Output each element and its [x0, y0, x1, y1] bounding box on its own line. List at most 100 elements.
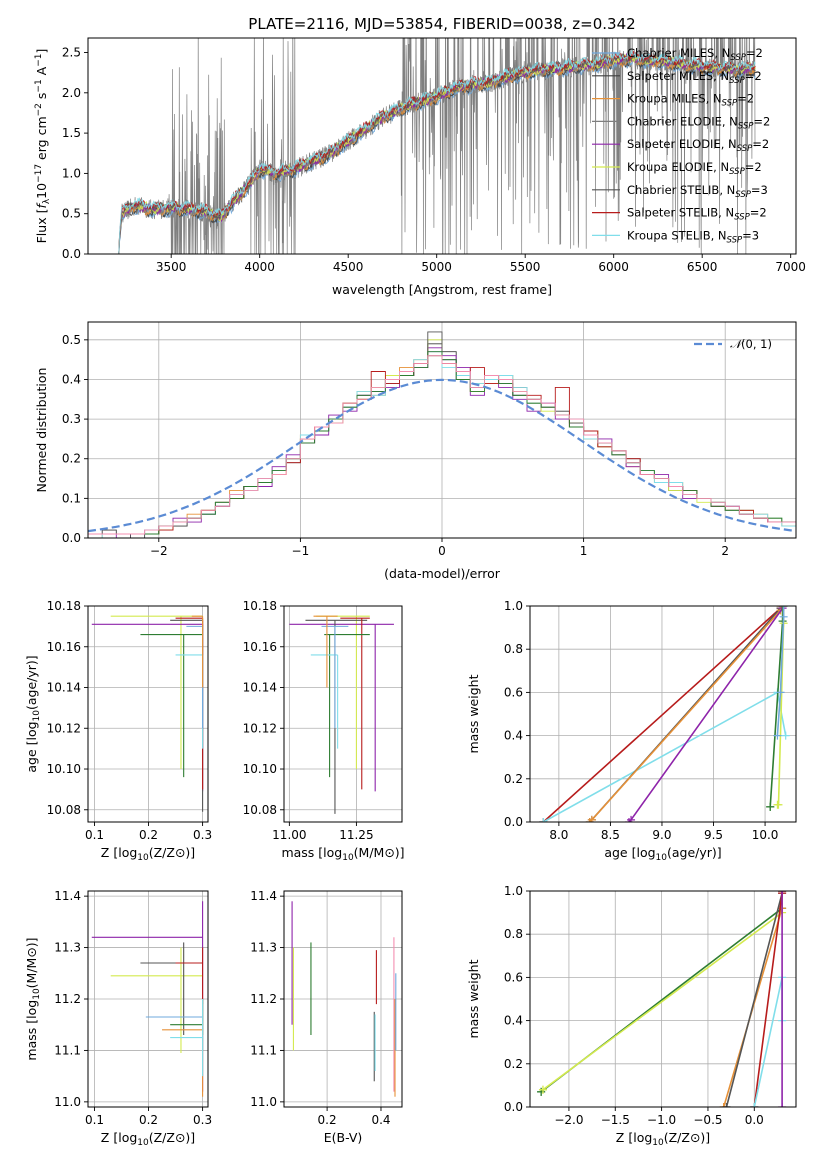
- cumulative-marker: [773, 731, 782, 740]
- x-tick-label: 6500: [687, 260, 718, 274]
- y-tick-label: 10.14: [47, 681, 81, 695]
- cumulative-marker: [750, 1103, 759, 1107]
- y-tick-label: 10.18: [47, 599, 81, 613]
- cumulative-marker: [778, 1103, 787, 1107]
- label-sub: 10: [342, 853, 354, 863]
- legend-sub: SSP: [737, 144, 753, 154]
- cumulative-line: [776, 606, 785, 736]
- x-axis-label: E(B-V): [324, 1130, 363, 1145]
- y-tick-label: 0.2: [62, 452, 81, 466]
- legend-nssp: =2: [745, 69, 762, 83]
- y-tick-label: 0.8: [504, 927, 523, 941]
- y-tick-label: 10.10: [243, 762, 277, 776]
- mass-vs-age-axes: 11.00 11.25 10.08 10.10 10.12 10.14 10.16 10.18…: [243, 599, 405, 863]
- y-tick-label: 1.0: [62, 166, 81, 180]
- legend-sub: SSP: [734, 213, 750, 223]
- legend-label: Chabrier MILES, NSSP=2: [627, 46, 763, 63]
- x-tick-label: −2: [150, 544, 168, 558]
- x-tick-label: 8.5: [601, 828, 620, 842]
- y-tick-label: 11.1: [54, 1043, 81, 1057]
- overlay: 8.0 8.5 9.0 9.5 10.0 0.0 0.2 0.4 0.6 0.8 1.0 age [l…: [466, 599, 797, 863]
- label-sub: 10: [652, 1138, 664, 1148]
- y-tick-label: 11.3: [250, 941, 277, 955]
- label-part: log: [24, 721, 39, 740]
- cumulative-marker: [774, 800, 783, 809]
- y-tick-label: 11.1: [250, 1043, 277, 1057]
- x-axis-label: Z [log10(Z/Z⊙)]: [616, 1130, 710, 1148]
- axes-frame: [283, 605, 403, 823]
- y-tick-label: 10.08: [243, 803, 277, 817]
- cum-z-axes: −2.0 −1.5 −1.0 −0.5 0.0 0.0 0.2 0.4 0.6 0.8 1.0 Z […: [466, 884, 797, 1148]
- y-tick-label: 10.18: [243, 599, 277, 613]
- legend-label: Kroupa ELODIE, NSSP=2: [627, 160, 762, 177]
- y-tick-label: 0.5: [62, 207, 81, 221]
- x-tick-label: −1: [292, 544, 310, 558]
- legend-label: Kroupa STELIB, NSSP=3: [627, 228, 759, 245]
- x-tick-label: 10.0: [752, 828, 779, 842]
- y-tick-label: 1.5: [62, 126, 81, 140]
- x-tick-label: 5500: [510, 260, 541, 274]
- legend-nssp: =2: [753, 114, 770, 128]
- label-part: log: [633, 1130, 652, 1145]
- legend-nssp: =3: [742, 228, 759, 242]
- legend-label: Salpeter ELODIE, NSSP=2: [627, 137, 769, 154]
- cumulative-marker: [722, 1103, 731, 1107]
- label-sub: 10: [32, 988, 42, 1000]
- x-tick-label: 0.2: [318, 1113, 337, 1127]
- x-tick-label: −1.0: [647, 1113, 676, 1127]
- chart-title: PLATE=2116, MJD=53854, FIBERID=0038, z=0…: [248, 15, 635, 33]
- legend-sub: SSP: [727, 235, 743, 245]
- label-sub: 10: [656, 853, 668, 863]
- y-tick-label: 11.3: [54, 941, 81, 955]
- plot-area: [289, 615, 394, 814]
- x-tick-label: 0.2: [139, 828, 158, 842]
- y-tick-label: 0.8: [504, 642, 523, 656]
- label-part: mass [: [24, 1019, 39, 1061]
- cumulative-marker: [778, 606, 787, 610]
- legend-sub: SSP: [735, 190, 751, 200]
- x-tick-label: 6000: [598, 260, 629, 274]
- legend-sub: SSP: [738, 121, 754, 131]
- y-tick-label: 2.5: [62, 46, 81, 60]
- label-part: (Z/Z⊙)]: [664, 1130, 710, 1145]
- y-tick-label: 0.0: [504, 1100, 523, 1114]
- x-tick-label: 0.0: [745, 1113, 764, 1127]
- x-tick-label: 0.3: [193, 1113, 212, 1127]
- y-tick-label: 10.16: [47, 640, 81, 654]
- cumulative-marker: [719, 1103, 728, 1107]
- x-tick-label: 0.2: [139, 1113, 158, 1127]
- label-part: log: [118, 845, 137, 860]
- legend-nssp: =2: [750, 206, 767, 220]
- y-tick-label: 0.0: [62, 531, 81, 545]
- label-part: mass weight: [466, 674, 481, 753]
- x-tick-label: 2: [721, 544, 729, 558]
- plot-area: [91, 901, 204, 1097]
- label-part: (Z/Z⊙)]: [149, 845, 195, 860]
- x-tick-label: 9.0: [652, 828, 671, 842]
- label-part: Z [: [101, 845, 118, 860]
- y-tick-label: 11.4: [54, 889, 81, 903]
- x-tick-label: 0.3: [193, 828, 212, 842]
- cum-age-axes: 8.0 8.5 9.0 9.5 10.0 0.0 0.2 0.4 0.6 0.8 1.0 age [l…: [466, 599, 797, 863]
- y-axis-label: mass weight: [466, 674, 481, 753]
- legend-nssp: =2: [746, 46, 763, 60]
- y-tick-label: 11.0: [250, 1095, 277, 1109]
- legend-series-name: Kroupa STELIB, N: [627, 228, 727, 242]
- y-tick-label: 0.0: [62, 247, 81, 261]
- x-tick-label: 3500: [156, 260, 187, 274]
- cumulative-line: [542, 891, 783, 1091]
- legend-nssp: =3: [751, 183, 768, 197]
- y-tick-label: 1.0: [504, 599, 523, 613]
- overlay: 0.1 0.2 0.311.011.111.211.311.4Z [log10(Z/…: [24, 889, 212, 1148]
- legend-label: Kroupa MILES, NSSP=2: [627, 92, 754, 109]
- legend-series-name: Chabrier STELIB, N: [627, 183, 735, 197]
- cumulative-marker: [587, 815, 596, 822]
- y-axis-label: Flux [fλ10−17 erg cm−2 s−1 A−1]: [34, 49, 52, 244]
- overlay: 0.1 0.2 0.3 10.08 10.10 10.12 10.14 10.16 10.18 Z…: [24, 599, 212, 863]
- label-part: mass [: [281, 845, 323, 860]
- cumulative-line: [628, 606, 784, 822]
- label-part: age [: [24, 741, 39, 773]
- legend-series-name: Kroupa ELODIE, N: [627, 160, 729, 174]
- x-axis-label: Z [log10(Z/Z⊙)]: [101, 845, 195, 863]
